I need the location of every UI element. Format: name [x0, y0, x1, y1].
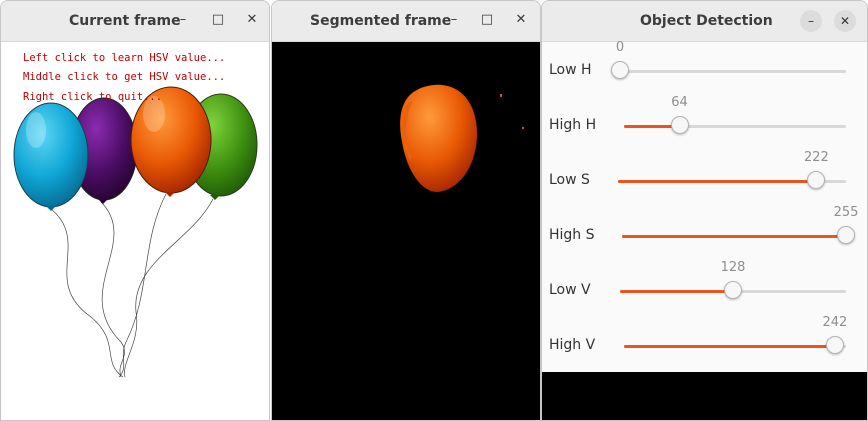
slider-track-low-v[interactable] [620, 281, 846, 299]
segmented-balloon-image [400, 84, 524, 192]
slider-track-high-h[interactable] [624, 116, 846, 134]
slider-value-high-v: 242 [822, 315, 848, 330]
slider-label-low-v: Low V [549, 282, 591, 298]
slider-value-low-v: 128 [720, 260, 746, 275]
segmented-frame-window: Segmented frame – □ ✕ [271, 0, 541, 421]
slider-track-low-s[interactable] [618, 171, 846, 189]
slider-thumb-low-s[interactable] [807, 171, 826, 189]
maximize-icon[interactable]: □ [211, 12, 225, 27]
slider-label-low-s: Low S [549, 172, 590, 188]
segmented-frame-titlebar[interactable]: Segmented frame – □ ✕ [272, 1, 540, 42]
slider-fill [618, 180, 817, 183]
window-title: Object Detection [640, 13, 773, 29]
slider-thumb-high-h[interactable] [670, 116, 689, 134]
slider-label-low-h: Low H [549, 62, 592, 78]
slider-label-high-h: High H [549, 117, 597, 133]
segmented-frame-canvas[interactable] [272, 42, 540, 420]
slider-thumb-low-v[interactable] [724, 281, 742, 299]
minimize-icon[interactable]: – [179, 12, 187, 27]
orange-balloon [130, 86, 212, 197]
slider-track-high-v[interactable] [624, 336, 846, 354]
object-detection-window: Object Detection – ✕ Low H 0 High H 64 Low S… [541, 0, 868, 421]
minimize-icon[interactable]: – [800, 10, 822, 32]
slider-value-low-h: 0 [615, 40, 625, 55]
slider-label-high-v: High V [549, 337, 596, 353]
close-icon[interactable]: ✕ [246, 12, 258, 27]
slider-fill [624, 125, 680, 128]
minimize-icon[interactable]: – [450, 12, 458, 27]
maximize-icon[interactable]: □ [480, 12, 494, 27]
slider-fill [624, 345, 835, 348]
close-icon[interactable]: ✕ [515, 12, 527, 27]
slider-track-high-s[interactable] [622, 226, 855, 244]
slider-value-high-h: 64 [671, 95, 688, 110]
hint-quit: Right click to quit... [23, 91, 163, 103]
slider-thumb-low-h[interactable] [611, 61, 629, 79]
current-frame-titlebar[interactable]: Current frame – □ ✕ [1, 1, 269, 42]
balloons-image [13, 86, 258, 378]
object-detection-titlebar[interactable]: Object Detection – ✕ [542, 1, 867, 42]
hint-learn-hsv: Left click to learn HSV value... [23, 52, 226, 64]
current-frame-canvas[interactable]: Left click to learn HSV value... Middle … [1, 42, 269, 420]
current-frame-window: Current frame – □ ✕ [0, 0, 270, 421]
slider-value-high-s: 255 [833, 205, 859, 220]
slider-track-low-h[interactable] [611, 61, 846, 79]
slider-fill [620, 290, 733, 293]
close-icon[interactable]: ✕ [834, 10, 856, 32]
slider-thumb-high-s[interactable] [837, 226, 855, 244]
blue-balloon [13, 102, 89, 211]
window-title: Current frame [69, 13, 181, 29]
detection-canvas [542, 372, 867, 420]
slider-thumb-high-v[interactable] [825, 336, 844, 354]
slider-value-low-s: 222 [803, 150, 829, 165]
slider-label-high-s: High S [549, 227, 595, 243]
window-title: Segmented frame [310, 13, 452, 29]
hint-get-hsv: Middle click to get HSV value... [23, 71, 226, 83]
slider-fill [622, 235, 846, 238]
slider-panel: Low H 0 High H 64 Low S 222 High S 255 Low V 128 H… [542, 40, 867, 372]
